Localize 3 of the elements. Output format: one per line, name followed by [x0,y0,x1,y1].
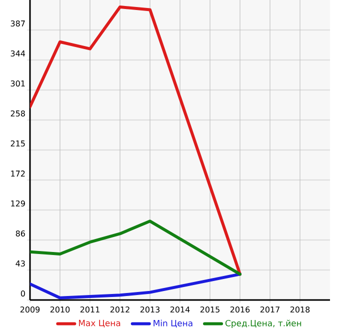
legend-label: Min Цена [154,320,192,328]
legend-label: Сред.Цена, т.йен [225,320,302,328]
legend-label: Max Цена [79,320,120,328]
